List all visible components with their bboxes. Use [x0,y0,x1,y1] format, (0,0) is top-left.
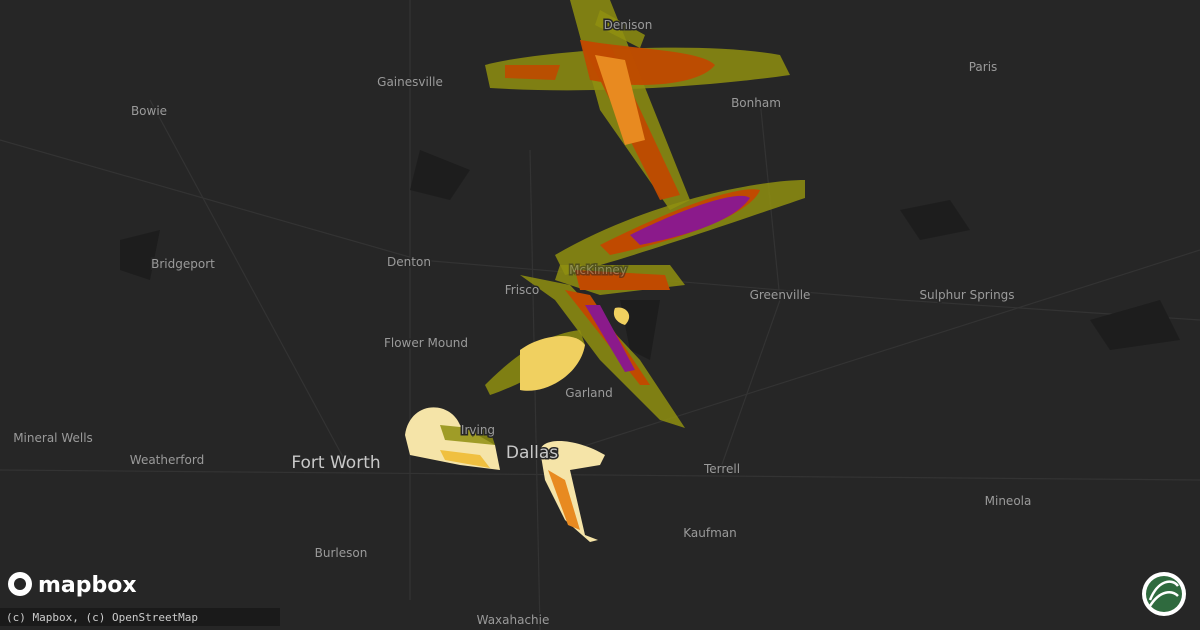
logo-text: mapbox [38,573,137,598]
city-label: Bonham [731,96,781,110]
lake [620,300,660,360]
badge-mark [1148,580,1179,607]
mapbox-logo: mapbox [8,572,137,598]
road [539,249,1200,461]
swath [548,470,580,530]
city-label: Flower Mound [384,336,468,350]
city-label: Bowie [131,104,167,118]
city-label: Irving [461,423,495,437]
city-label: Weatherford [130,453,204,467]
logo-icon [14,578,26,590]
swath [440,450,490,468]
lake [410,150,470,200]
city-label: Terrell [703,462,740,476]
city-label: Waxahachie [477,613,550,627]
swath [505,65,560,80]
lake [1090,300,1180,350]
lake [900,200,970,240]
city-label: Denison [604,18,653,32]
city-label: Gainesville [377,75,443,89]
city-label: Paris [969,60,998,74]
swath [595,55,645,145]
city-label: McKinney [569,263,627,277]
road [0,469,1200,481]
swath [540,440,605,542]
attribution: (c) Mapbox, (c) OpenStreetMap [6,611,198,624]
swath [595,10,645,48]
city-label: Kaufman [683,526,737,540]
lakes [120,150,1180,360]
city-label: Sulphur Springs [919,288,1014,302]
city-label: Garland [565,386,613,400]
swath [585,305,635,372]
city-label: Frisco [505,283,540,297]
city-label: Bridgeport [151,257,215,271]
road [719,99,781,471]
swath [630,195,750,245]
swath [613,307,630,325]
storm-swaths [405,0,805,542]
major-city-label: Dallas [506,443,558,463]
attribution-bg [0,608,280,626]
swath [575,270,670,290]
swath [440,425,495,445]
city-label: Greenville [750,288,811,302]
brand-badge [1142,572,1186,616]
city-label: Burleson [315,546,368,560]
major-city-label: Fort Worth [291,453,380,473]
swath [520,335,585,391]
city-labels: Denison Gainesville Bonham Paris Bowie D… [12,17,1033,629]
lake [120,230,160,280]
city-label: Mineral Wells [13,431,93,445]
city-label: Mineola [985,494,1032,508]
road [149,99,351,471]
city-label: Denton [387,255,431,269]
swath [520,275,685,428]
